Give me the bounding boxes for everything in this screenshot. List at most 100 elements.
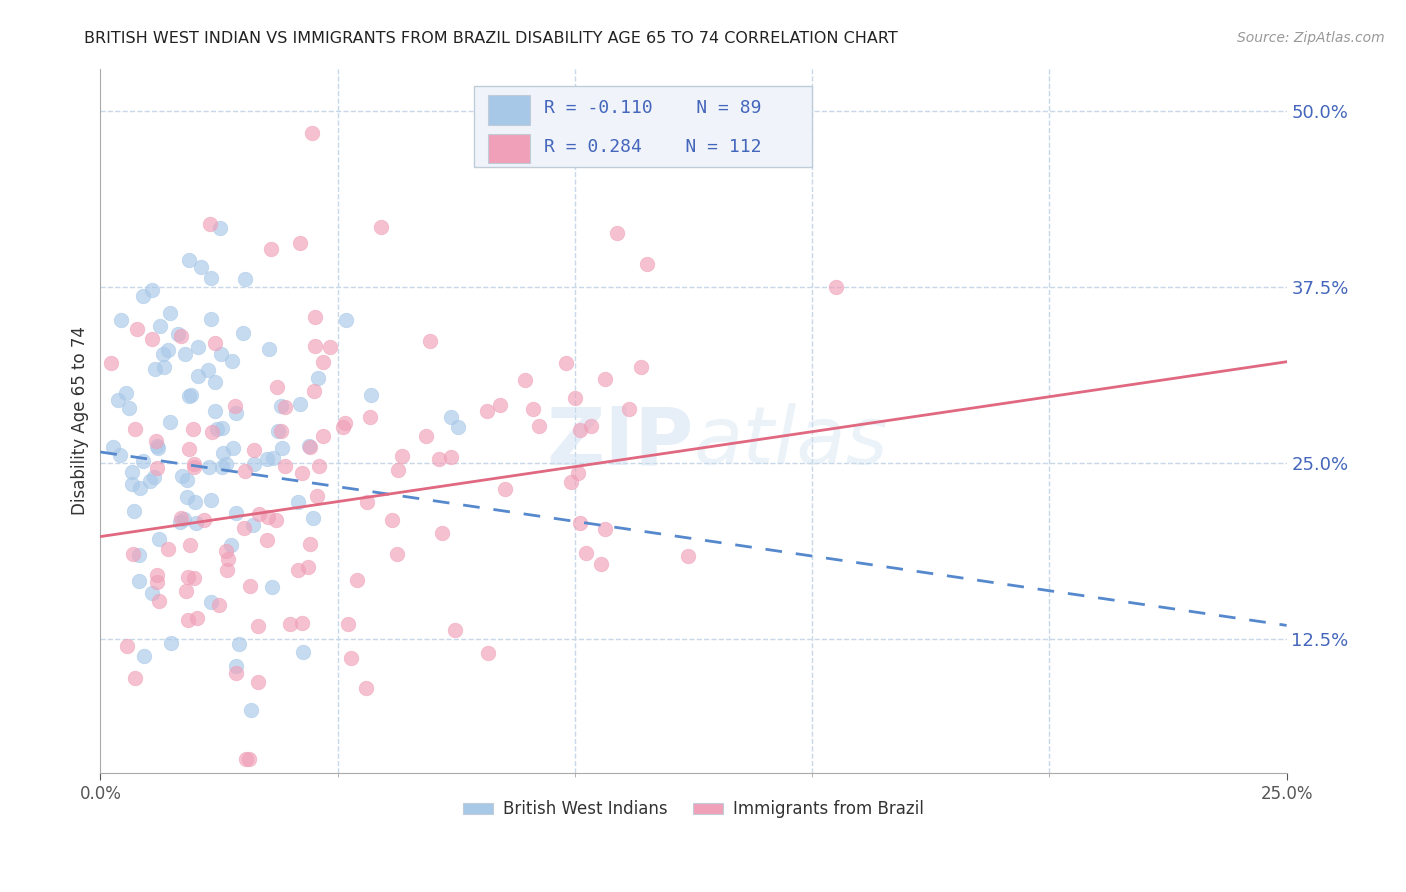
Point [337, 616, 360, 631]
Point [432, 526, 454, 541]
Point [193, 513, 215, 527]
Point [346, 574, 368, 588]
Point [262, 450, 284, 465]
Point [101, 441, 124, 455]
Point [209, 221, 232, 235]
Point [606, 227, 628, 241]
Point [256, 451, 278, 466]
Point [270, 399, 292, 413]
Point [247, 507, 270, 521]
Point [225, 406, 247, 420]
Point [110, 448, 132, 462]
Point [440, 450, 463, 464]
Point [124, 422, 146, 436]
Point [149, 319, 172, 334]
Point [617, 401, 640, 416]
Point [304, 384, 326, 399]
Point [595, 371, 617, 385]
Point [312, 355, 335, 369]
Point [200, 595, 222, 609]
Point [180, 388, 202, 402]
Point [288, 397, 311, 411]
Point [176, 570, 198, 584]
Point [157, 343, 180, 357]
Point [307, 371, 329, 385]
Point [415, 429, 437, 443]
Point [427, 452, 450, 467]
Point [290, 466, 312, 480]
Point [287, 495, 309, 509]
Point [179, 538, 201, 552]
Point [183, 571, 205, 585]
Point [239, 579, 262, 593]
Point [447, 419, 470, 434]
Point [233, 464, 256, 478]
Point [152, 347, 174, 361]
Text: ZIP: ZIP [546, 403, 693, 481]
Point [271, 441, 294, 455]
Point [291, 616, 314, 631]
Point [256, 533, 278, 547]
Point [554, 356, 576, 370]
Point [238, 752, 260, 766]
Point [217, 551, 239, 566]
Point [170, 510, 193, 524]
Point [122, 503, 145, 517]
Point [100, 356, 122, 370]
FancyBboxPatch shape [488, 95, 530, 125]
Point [247, 674, 270, 689]
Point [240, 703, 263, 717]
Point [177, 252, 200, 267]
Point [564, 391, 586, 405]
Point [181, 422, 204, 436]
Point [118, 401, 141, 416]
Point [567, 466, 589, 480]
Point [228, 637, 250, 651]
Point [354, 681, 377, 696]
Point [141, 332, 163, 346]
Point [176, 473, 198, 487]
Point [146, 461, 169, 475]
Point [301, 126, 323, 140]
Point [211, 459, 233, 474]
Point [332, 419, 354, 434]
Point [515, 372, 537, 386]
Point [235, 752, 257, 766]
Point [440, 410, 463, 425]
Point [160, 635, 183, 649]
Y-axis label: Disability Age 65 to 74: Disability Age 65 to 74 [72, 326, 89, 516]
Point [298, 441, 321, 455]
Text: atlas: atlas [693, 403, 889, 481]
Point [278, 617, 301, 632]
Point [148, 532, 170, 546]
Point [121, 465, 143, 479]
Point [292, 645, 315, 659]
Point [304, 310, 326, 325]
Point [232, 326, 254, 341]
Point [187, 369, 209, 384]
Point [311, 428, 333, 442]
Point [221, 538, 243, 552]
Point [174, 583, 197, 598]
Point [183, 460, 205, 475]
Point [215, 457, 238, 471]
Point [200, 312, 222, 326]
Point [209, 347, 232, 361]
Point [145, 434, 167, 448]
Point [305, 489, 328, 503]
Point [302, 510, 325, 524]
Point [246, 619, 269, 633]
Point [128, 574, 150, 588]
Point [225, 659, 247, 673]
Point [630, 359, 652, 374]
Point [156, 542, 179, 557]
Point [205, 422, 228, 436]
Point [593, 522, 616, 536]
Point [391, 449, 413, 463]
Point [477, 646, 499, 660]
Point [259, 242, 281, 256]
Point [579, 419, 602, 434]
Point [177, 442, 200, 456]
Point [204, 336, 226, 351]
Point [146, 574, 169, 589]
